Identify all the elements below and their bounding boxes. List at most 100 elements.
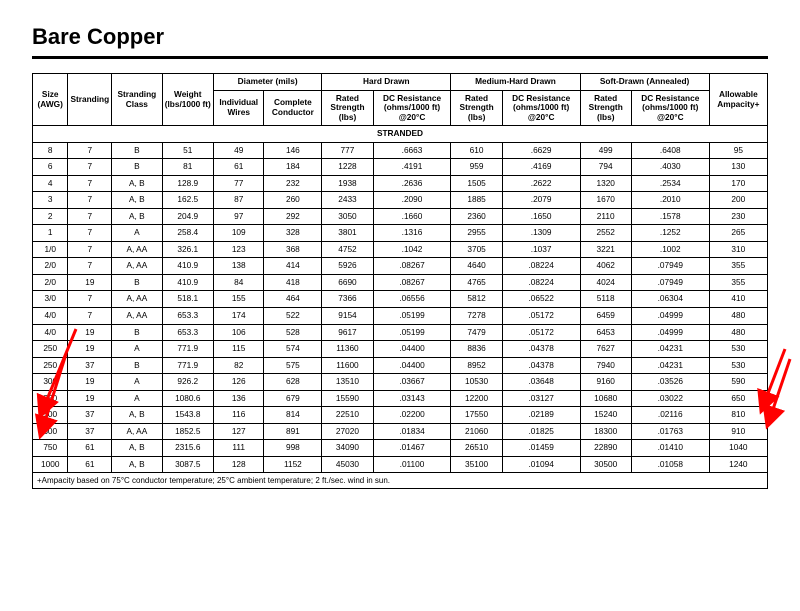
cell-hd_dc: .01467 — [373, 440, 451, 457]
cell-size: 3 — [33, 192, 68, 209]
cell-sd_dc: .01763 — [631, 423, 709, 440]
table-row: 25037B771.98257511600.044008952.04378794… — [33, 357, 768, 374]
cell-stranding: 7 — [68, 258, 112, 275]
cell-md_str: 4640 — [451, 258, 502, 275]
cell-md_dc: .06522 — [502, 291, 580, 308]
cell-class: A — [112, 225, 162, 242]
cell-weight: 518.1 — [162, 291, 213, 308]
cell-hd_dc: .01834 — [373, 423, 451, 440]
cell-md_dc: .01094 — [502, 456, 580, 473]
cell-sd_dc: .2010 — [631, 192, 709, 209]
footnote: +Ampacity based on 75°C conductor temper… — [33, 473, 768, 489]
cell-comp: 232 — [264, 175, 322, 192]
cell-sd_dc: .04231 — [631, 341, 709, 358]
cell-weight: 81 — [162, 159, 213, 176]
cell-class: A, B — [112, 456, 162, 473]
cell-md_str: 1885 — [451, 192, 502, 209]
col-ampacity: Allowable Ampacity+ — [709, 74, 767, 126]
cell-weight: 1852.5 — [162, 423, 213, 440]
cell-stranding: 7 — [68, 192, 112, 209]
cell-hd_str: 45030 — [322, 456, 373, 473]
cell-stranding: 7 — [68, 175, 112, 192]
cell-amp: 230 — [709, 208, 767, 225]
cell-sd_str: 30500 — [580, 456, 631, 473]
cell-amp: 265 — [709, 225, 767, 242]
table-row: 100061A, B3087.5128115245030.0110035100.… — [33, 456, 768, 473]
cell-hd_dc: .02200 — [373, 407, 451, 424]
cell-ind: 136 — [214, 390, 264, 407]
cell-md_str: 2360 — [451, 208, 502, 225]
cell-ind: 128 — [214, 456, 264, 473]
col-weight: Weight (lbs/1000 ft) — [162, 74, 213, 126]
cell-sd_str: 2552 — [580, 225, 631, 242]
cell-size: 1/0 — [33, 241, 68, 258]
cell-ind: 127 — [214, 423, 264, 440]
cell-class: A, B — [112, 407, 162, 424]
cell-hd_str: 4752 — [322, 241, 373, 258]
cell-size: 8 — [33, 142, 68, 159]
cell-comp: 184 — [264, 159, 322, 176]
cell-hd_dc: .05199 — [373, 324, 451, 341]
cell-sd_dc: .07949 — [631, 258, 709, 275]
cell-md_dc: .04378 — [502, 357, 580, 374]
table-row: 50037A, B1543.811681422510.0220017550.02… — [33, 407, 768, 424]
cell-md_dc: .08224 — [502, 258, 580, 275]
cell-sd_str: 5118 — [580, 291, 631, 308]
table-row: 60037A, AA1852.512789127020.0183421060.0… — [33, 423, 768, 440]
cell-hd_dc: .6663 — [373, 142, 451, 159]
cell-weight: 258.4 — [162, 225, 213, 242]
cell-hd_str: 1938 — [322, 175, 373, 192]
cell-md_str: 1505 — [451, 175, 502, 192]
cell-md_str: 5812 — [451, 291, 502, 308]
cell-sd_str: 9160 — [580, 374, 631, 391]
cell-md_dc: .05172 — [502, 307, 580, 324]
col-md-dc: DC Resistance (ohms/1000 ft) @20°C — [502, 90, 580, 126]
cell-sd_dc: .04999 — [631, 324, 709, 341]
cell-comp: 328 — [264, 225, 322, 242]
cell-ind: 87 — [214, 192, 264, 209]
cell-size: 750 — [33, 440, 68, 457]
cell-sd_str: 2110 — [580, 208, 631, 225]
table-row: 37A, B162.5872602433.20901885.20791670.2… — [33, 192, 768, 209]
cell-ind: 77 — [214, 175, 264, 192]
table-header: Size (AWG) Stranding Stranding Class Wei… — [33, 74, 768, 126]
cell-hd_dc: .04400 — [373, 357, 451, 374]
cell-md_str: 26510 — [451, 440, 502, 457]
cell-sd_str: 4024 — [580, 274, 631, 291]
cell-sd_str: 4062 — [580, 258, 631, 275]
cell-md_dc: .01825 — [502, 423, 580, 440]
col-group-hard: Hard Drawn — [322, 74, 451, 91]
table-row: 2/07A, AA410.91384145926.082674640.08224… — [33, 258, 768, 275]
cell-comp: 628 — [264, 374, 322, 391]
cell-weight: 653.3 — [162, 324, 213, 341]
cell-sd_dc: .02116 — [631, 407, 709, 424]
cell-amp: 170 — [709, 175, 767, 192]
cell-class: A — [112, 341, 162, 358]
cell-comp: 1152 — [264, 456, 322, 473]
cell-stranding: 7 — [68, 142, 112, 159]
table-row: 35019A1080.613667915590.0314312200.03127… — [33, 390, 768, 407]
cell-class: B — [112, 324, 162, 341]
cell-class: A, AA — [112, 291, 162, 308]
cell-size: 300 — [33, 374, 68, 391]
cell-hd_str: 3801 — [322, 225, 373, 242]
cell-sd_str: 22890 — [580, 440, 631, 457]
cell-weight: 128.9 — [162, 175, 213, 192]
cell-md_str: 21060 — [451, 423, 502, 440]
cell-amp: 650 — [709, 390, 767, 407]
cell-amp: 200 — [709, 192, 767, 209]
cell-weight: 3087.5 — [162, 456, 213, 473]
cell-ind: 116 — [214, 407, 264, 424]
cell-stranding: 19 — [68, 341, 112, 358]
cell-ind: 82 — [214, 357, 264, 374]
cell-stranding: 7 — [68, 208, 112, 225]
cell-amp: 410 — [709, 291, 767, 308]
cell-class: A, B — [112, 440, 162, 457]
cell-weight: 51 — [162, 142, 213, 159]
col-md-strength: Rated Strength (lbs) — [451, 90, 502, 126]
cell-stranding: 7 — [68, 225, 112, 242]
cell-hd_str: 3050 — [322, 208, 373, 225]
col-complete-conductor: Complete Conductor — [264, 90, 322, 126]
cell-md_str: 7278 — [451, 307, 502, 324]
cell-weight: 410.9 — [162, 258, 213, 275]
